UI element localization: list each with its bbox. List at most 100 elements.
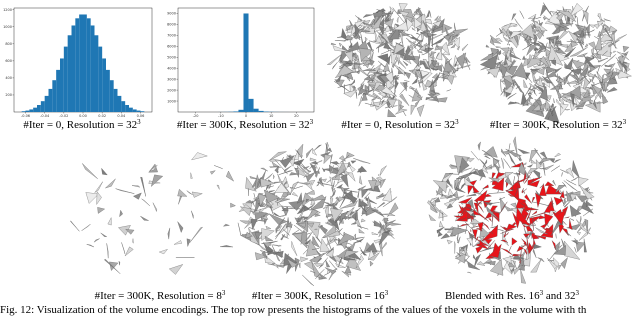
mesh-face [598, 80, 604, 91]
mesh-face [309, 195, 327, 211]
mesh-face [344, 34, 353, 41]
mesh-face [360, 218, 366, 223]
mesh-face [488, 192, 505, 194]
mesh-face [310, 160, 319, 165]
mesh-face [470, 235, 489, 246]
mesh-face [553, 244, 566, 256]
mesh-face [338, 211, 349, 226]
caption-exponent: 3 [623, 118, 627, 126]
mesh-face [531, 233, 535, 240]
mesh-face [511, 176, 515, 191]
mesh-face [379, 99, 382, 105]
mesh-face [375, 176, 385, 182]
mesh-face [510, 46, 514, 55]
mesh-face [508, 31, 524, 40]
mesh-face [291, 158, 305, 166]
mesh-face [261, 250, 268, 260]
mesh-face [346, 207, 355, 217]
mesh-face [603, 25, 609, 30]
mesh-face [488, 53, 494, 56]
mesh-face [532, 248, 537, 258]
mesh-face [271, 161, 281, 168]
mesh-face [566, 190, 573, 202]
mesh-face [613, 50, 617, 54]
mesh-face [454, 241, 456, 254]
mesh-face [388, 106, 391, 109]
mesh-face [497, 228, 505, 232]
mesh-face [294, 167, 299, 178]
mesh-face [530, 259, 542, 273]
mesh-face [316, 182, 320, 187]
caption-exponent: 3 [310, 118, 314, 126]
mesh-face [500, 87, 506, 96]
mesh-face [411, 60, 421, 72]
mesh-face [583, 208, 593, 217]
mesh-face [371, 232, 378, 235]
mesh-face [588, 24, 596, 28]
mesh-face [503, 205, 514, 212]
mesh-face [534, 234, 547, 240]
mesh-face [540, 4, 548, 17]
mesh-face [309, 252, 325, 263]
mesh-face [373, 207, 377, 209]
mesh-face [527, 99, 535, 107]
mesh-face [622, 45, 630, 53]
mesh-face [330, 190, 336, 199]
mesh-face [297, 207, 303, 210]
mesh-face [477, 141, 481, 151]
mesh-face [330, 42, 336, 45]
caption-exponent: 3 [137, 118, 141, 126]
mesh-face [331, 255, 344, 265]
mesh-face [583, 34, 591, 36]
mesh-face [378, 173, 380, 176]
y-tick-label: 400 [5, 76, 12, 80]
mesh-face [451, 227, 469, 237]
mesh-face [254, 252, 268, 261]
mesh-face [286, 221, 292, 228]
mesh-face [245, 231, 253, 239]
mesh-face [306, 148, 313, 159]
caption-exponent: 3 [385, 289, 389, 297]
mesh-face [273, 174, 275, 179]
mesh-face [560, 190, 565, 199]
mesh-face [523, 233, 531, 238]
mesh-face [350, 160, 357, 164]
mesh-face [330, 195, 334, 208]
mesh-face [304, 209, 319, 223]
mesh-face [370, 73, 377, 83]
mesh-face [209, 170, 216, 175]
mesh-face [305, 231, 313, 241]
mesh-face [397, 9, 402, 14]
mesh-face [132, 238, 134, 244]
mesh-face [133, 192, 142, 200]
caption-text: #Iter = 300K, Resolution = 32 [177, 119, 310, 131]
mesh-face [582, 9, 589, 25]
mesh-face [237, 222, 241, 236]
mesh-face [538, 183, 547, 196]
mesh-face [593, 99, 597, 109]
mesh-face [573, 32, 581, 38]
mesh-face [173, 240, 182, 245]
x-tick-label: 20 [294, 114, 298, 118]
mesh-face [260, 167, 268, 172]
mesh-face [274, 196, 287, 203]
bar [52, 80, 57, 112]
mesh-face [347, 72, 352, 76]
x-tick-label: -0.06 [21, 114, 30, 118]
mesh-face [82, 163, 98, 179]
mesh-face [107, 217, 112, 226]
mesh-face [263, 173, 273, 182]
mesh-face [603, 18, 611, 22]
mesh-face [506, 38, 511, 46]
mesh-face [431, 53, 435, 62]
mesh-face [357, 40, 369, 50]
mesh-face [508, 193, 515, 197]
mesh-face [361, 56, 371, 62]
mesh-face [348, 42, 353, 49]
mesh-face [464, 223, 468, 234]
mesh-face [402, 109, 407, 117]
mesh-face [497, 190, 499, 193]
mesh-face [268, 183, 271, 190]
mesh-face [501, 148, 507, 157]
